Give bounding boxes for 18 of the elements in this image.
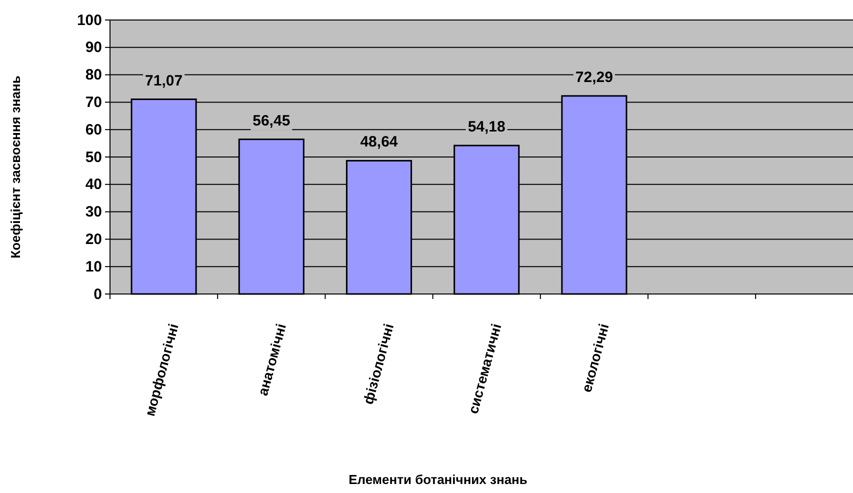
y-tick-label: 50	[85, 148, 102, 166]
y-tick-label: 100	[76, 12, 102, 29]
y-axis-title: Коефіцієнт засвоєння знань	[8, 76, 23, 258]
data-label: 48,64	[360, 134, 398, 151]
y-tick-label: 10	[85, 258, 102, 276]
y-tick-label: 40	[85, 176, 102, 194]
y-tick-label: 30	[85, 204, 102, 221]
y-tick-label: 20	[85, 231, 102, 248]
x-axis-title: Елементи ботанічних знань	[348, 472, 528, 487]
data-label: 54,18	[468, 118, 506, 136]
y-tick-label: 60	[85, 121, 102, 138]
y-tick-label: 70	[85, 94, 102, 111]
data-label: 56,45	[252, 112, 290, 130]
data-label: 72,29	[575, 68, 613, 86]
data-label: 71,07	[145, 72, 183, 90]
y-tick-label: 90	[85, 39, 102, 56]
y-tick-label: 80	[85, 66, 102, 84]
y-tick-label: 0	[94, 286, 102, 303]
